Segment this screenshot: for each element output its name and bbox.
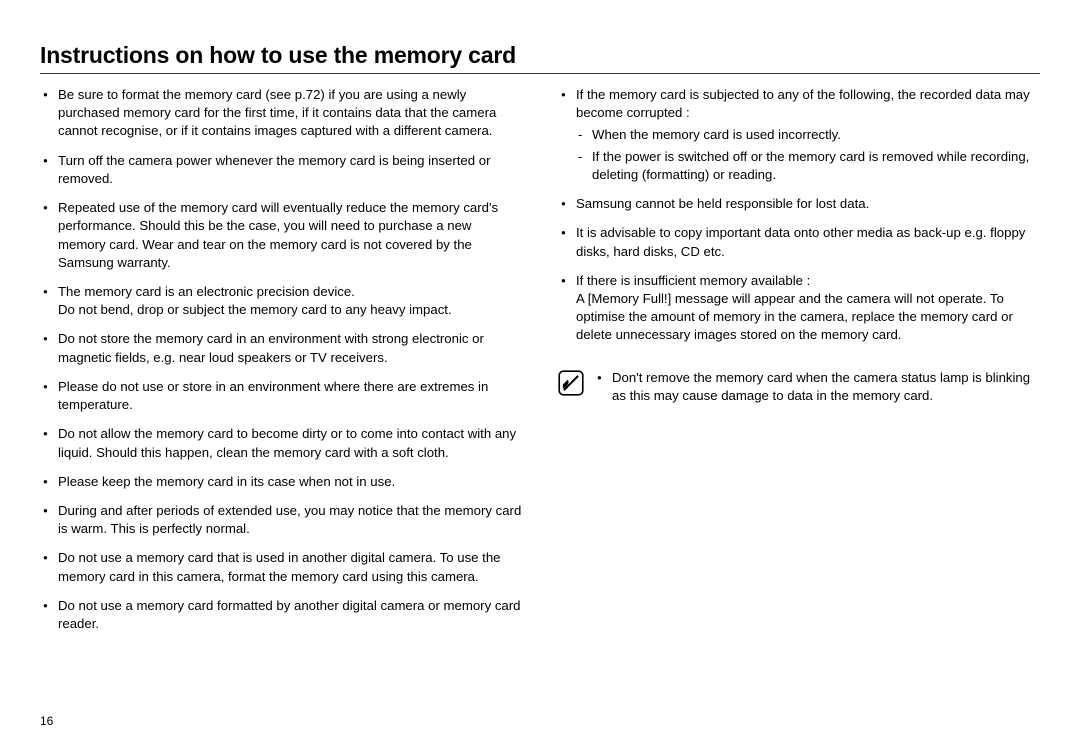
list-item: Do not store the memory card in an envir… xyxy=(40,330,522,366)
note-block: Don't remove the memory card when the ca… xyxy=(558,369,1040,416)
page-number: 16 xyxy=(40,714,53,728)
list-item: Please keep the memory card in its case … xyxy=(40,473,522,491)
right-column: If the memory card is subjected to any o… xyxy=(558,86,1040,644)
list-item-text: During and after periods of extended use… xyxy=(58,503,521,536)
note-icon xyxy=(558,370,584,396)
sublist-item-text: If the power is switched off or the memo… xyxy=(592,149,1029,182)
list-item: Turn off the camera power whenever the m… xyxy=(40,152,522,188)
manual-page: Instructions on how to use the memory ca… xyxy=(0,0,1080,746)
list-item-text: Please do not use or store in an environ… xyxy=(58,379,488,412)
list-item: It is advisable to copy important data o… xyxy=(558,224,1040,260)
sublist-item-text: When the memory card is used incorrectly… xyxy=(592,127,841,142)
list-item: If the memory card is subjected to any o… xyxy=(558,86,1040,184)
list-item-text: Do not use a memory card that is used in… xyxy=(58,550,501,583)
list-item-text: Please keep the memory card in its case … xyxy=(58,474,395,489)
list-item: Do not use a memory card that is used in… xyxy=(40,549,522,585)
note-item: Don't remove the memory card when the ca… xyxy=(594,369,1040,405)
list-item: If there is insufficient memory availabl… xyxy=(558,272,1040,345)
title-divider xyxy=(40,73,1040,74)
list-item: Do not use a memory card formatted by an… xyxy=(40,597,522,633)
list-item: Please do not use or store in an environ… xyxy=(40,378,522,414)
list-item-text: It is advisable to copy important data o… xyxy=(576,225,1025,258)
list-item-text: Turn off the camera power whenever the m… xyxy=(58,153,490,186)
list-item: Repeated use of the memory card will eve… xyxy=(40,199,522,272)
list-item-text: Samsung cannot be held responsible for l… xyxy=(576,196,869,211)
two-column-layout: Be sure to format the memory card (see p… xyxy=(40,86,1040,644)
list-item: Do not allow the memory card to become d… xyxy=(40,425,522,461)
left-bullet-list: Be sure to format the memory card (see p… xyxy=(40,86,522,633)
note-item-text: Don't remove the memory card when the ca… xyxy=(612,370,1030,403)
list-item-text: The memory card is an electronic precisi… xyxy=(58,284,452,317)
list-item: During and after periods of extended use… xyxy=(40,502,522,538)
sublist-item: When the memory card is used incorrectly… xyxy=(576,126,1040,144)
list-item-text: Repeated use of the memory card will eve… xyxy=(58,200,498,270)
list-item-text: Do not allow the memory card to become d… xyxy=(58,426,516,459)
list-item-text: Do not store the memory card in an envir… xyxy=(58,331,484,364)
sublist-item: If the power is switched off or the memo… xyxy=(576,148,1040,184)
list-item-text: Do not use a memory card formatted by an… xyxy=(58,598,521,631)
dash-sublist: When the memory card is used incorrectly… xyxy=(576,126,1040,184)
list-item-text: If the memory card is subjected to any o… xyxy=(576,87,1030,120)
list-item-body: A [Memory Full!] message will appear and… xyxy=(576,291,1013,342)
list-item: Be sure to format the memory card (see p… xyxy=(40,86,522,141)
left-column: Be sure to format the memory card (see p… xyxy=(40,86,522,644)
note-bullet-list: Don't remove the memory card when the ca… xyxy=(594,369,1040,416)
list-item-text: Be sure to format the memory card (see p… xyxy=(58,87,496,138)
list-item: The memory card is an electronic precisi… xyxy=(40,283,522,319)
list-item-text: If there is insufficient memory availabl… xyxy=(576,273,810,288)
page-title: Instructions on how to use the memory ca… xyxy=(40,42,1040,69)
list-item: Samsung cannot be held responsible for l… xyxy=(558,195,1040,213)
right-bullet-list: If the memory card is subjected to any o… xyxy=(558,86,1040,345)
